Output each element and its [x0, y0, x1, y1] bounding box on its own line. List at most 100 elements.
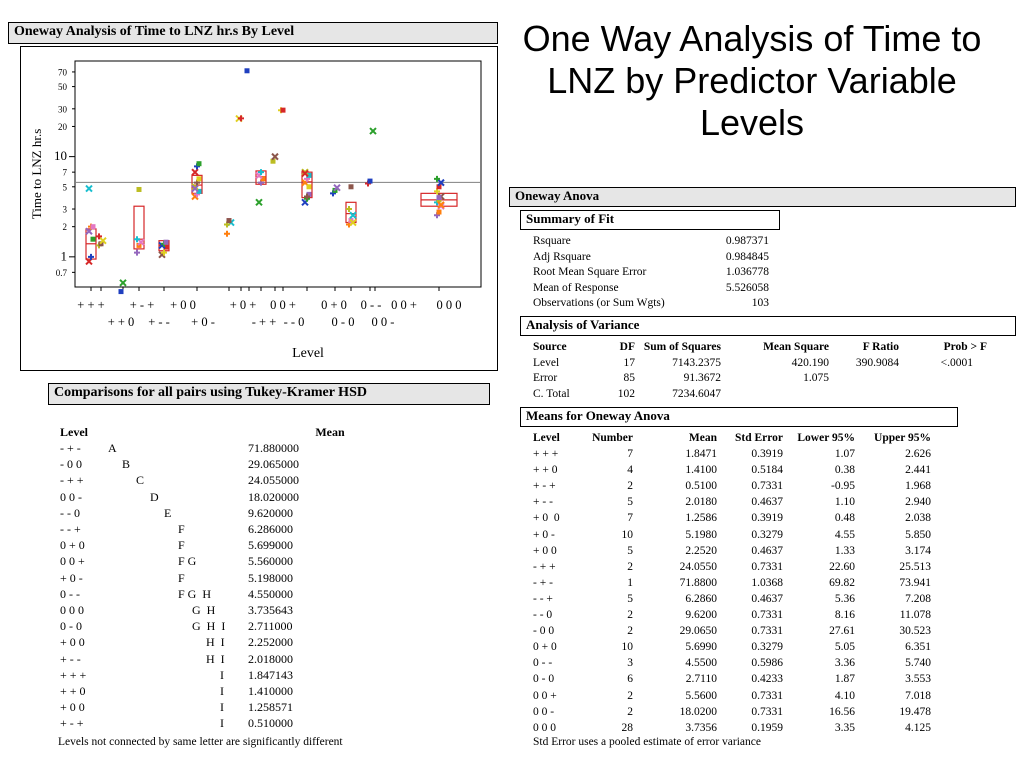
aov-cell	[721, 387, 829, 403]
means-cell: 5.740	[905, 657, 931, 670]
summary-fit-label: Mean of Response	[533, 281, 619, 294]
means-cell: 0.1959	[751, 721, 783, 734]
data-point	[306, 191, 312, 197]
means-row: + - + 2 0.5100 0.7331 -0.95 1.968	[533, 478, 931, 494]
comparison-letters: B	[122, 457, 131, 472]
comparison-letters: G H I	[192, 619, 226, 634]
means-cell: 2	[627, 560, 633, 573]
x-tick-label: 0 0 +	[391, 298, 417, 312]
oneway-chart: 0.7 1 2 3 5 7 10 20 30 50 70 Time to LNZ hr.s Level +…	[29, 60, 482, 361]
y-tick-label: 3	[63, 205, 68, 215]
means-cell: 8.16	[834, 609, 855, 622]
aov-cell: Error	[533, 372, 558, 384]
comparison-letters: A	[108, 441, 117, 455]
means-cell: + + 0	[533, 464, 558, 477]
comparison-level: + 0 0	[60, 700, 85, 715]
data-point	[306, 184, 312, 190]
data-point	[255, 198, 263, 207]
means-cell: 6.351	[905, 641, 931, 654]
comparison-mean: 18.020000	[248, 489, 299, 504]
data-point	[306, 172, 312, 178]
means-cell: 0.38	[834, 464, 855, 477]
aov-cell: <.0001	[940, 356, 973, 369]
means-cell: 7	[627, 448, 633, 461]
means-cell: 3	[627, 657, 633, 670]
data-point	[271, 152, 279, 161]
comparison-letters: I	[220, 716, 224, 731]
comparison-mean: 71.880000	[248, 441, 299, 455]
aov-column-header: Sum of Squares	[643, 341, 721, 353]
summary-fit-label: Adj Rsquare	[533, 250, 591, 263]
means-cell: 5.850	[905, 528, 931, 541]
comparison-mean: 1.847143	[248, 667, 293, 682]
data-point	[301, 169, 309, 178]
means-cell: 1.0368	[751, 576, 783, 589]
means-cell: + - -	[533, 496, 553, 509]
means-cell: 0 0 -	[533, 705, 555, 718]
means-cell: 27.61	[829, 625, 855, 638]
summary-fit-row: Rsquare 0.987371	[533, 234, 769, 250]
means-cell: 2	[627, 705, 633, 718]
aov-cell: C. Total	[533, 387, 570, 400]
summary-fit-value: 1.036778	[725, 266, 769, 278]
comparison-level: + + 0	[60, 684, 86, 698]
data-point	[88, 253, 94, 260]
means-cell: 25.513	[899, 560, 931, 573]
comparison-letters: D	[150, 489, 159, 504]
comparison-mean: 4.550000	[248, 586, 293, 601]
means-cell: 5	[627, 496, 633, 509]
data-point	[224, 230, 230, 237]
means-cell: 0.7331	[751, 689, 783, 702]
comparison-mean: 24.055000	[248, 473, 299, 488]
comparisons-col-level: Level	[60, 425, 88, 439]
means-cell: 0 + 0	[533, 641, 557, 654]
data-point	[434, 188, 440, 195]
means-header-row: Level Number Mean Std Error Lower 95% Upper 9…	[533, 430, 931, 446]
means-column-header: Level	[533, 432, 560, 444]
comparison-mean: 5.198000	[248, 570, 293, 585]
means-cell: 7	[627, 512, 633, 525]
means-cell: 11.078	[899, 609, 931, 622]
means-cell: - + -	[533, 576, 553, 589]
x-tick-label: 0 0 0	[437, 298, 462, 312]
data-point	[436, 184, 442, 190]
summary-of-fit-table: Rsquare 0.987371 Adj Rsquare 0.984845 Root M…	[533, 234, 769, 312]
means-cell: 10	[621, 641, 634, 654]
data-point	[270, 158, 276, 164]
means-row: 0 + 0 10 5.6990 0.3279 5.05 6.351	[533, 639, 931, 655]
comparison-letters: I	[220, 700, 224, 715]
y-tick-label: 2	[63, 222, 68, 232]
means-cell: 19.478	[899, 705, 931, 718]
means-cell: - 0 0	[533, 625, 555, 638]
x-tick-label: 0 0 -	[372, 315, 395, 329]
summary-of-fit-header: Summary of Fit	[520, 210, 780, 230]
comparison-mean: 0.510000	[248, 716, 293, 731]
summary-fit-value: 5.526058	[725, 281, 769, 294]
aov-cell: 102	[617, 387, 635, 400]
y-tick-label: 30	[58, 104, 68, 114]
means-cell: 2.0180	[685, 496, 717, 509]
comparison-letters: E	[164, 505, 172, 520]
means-cell: 2.626	[905, 448, 931, 461]
means-cell: + 0 -	[533, 528, 555, 541]
means-column-header: Mean	[688, 432, 717, 444]
aov-cell	[829, 371, 899, 387]
y-tick-label: 7	[63, 168, 68, 178]
plot-area	[74, 60, 482, 288]
data-point	[119, 279, 127, 287]
data-point	[348, 184, 354, 190]
comparison-mean: 2.018000	[248, 651, 293, 666]
summary-fit-row: Mean of Response 5.526058	[533, 281, 769, 297]
aov-row: C. Total 102 7234.6047	[533, 387, 987, 403]
data-point	[238, 115, 244, 122]
comparison-letters: H I	[206, 635, 225, 650]
data-point	[346, 206, 352, 213]
means-cell: 0.5986	[751, 657, 783, 670]
means-cell: + 0 0	[533, 544, 557, 557]
comparison-level: 0 0 0	[60, 603, 84, 617]
aov-cell	[899, 387, 987, 403]
means-cell: 24.0550	[679, 560, 717, 573]
means-cell: 0.7331	[751, 609, 783, 622]
aov-header-row: Source DF Sum of Squares Mean Square F Ratio…	[533, 340, 987, 356]
data-point	[349, 218, 357, 227]
